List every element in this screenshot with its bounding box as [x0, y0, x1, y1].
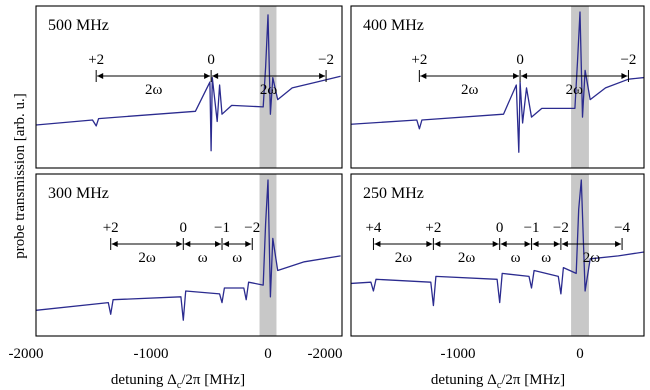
spacing-label: ω	[511, 250, 521, 266]
arrow-head-left	[561, 241, 568, 247]
spacing-label: 2ω	[458, 250, 476, 266]
x-ticks-left: -2000 -1000 0	[9, 346, 272, 362]
arrow-head-left	[374, 241, 381, 247]
panel: 400 MHz +2 0 −2 2ω 2ω	[350, 5, 645, 169]
spacing-label: 2ω	[566, 82, 584, 98]
panel-title: 300 MHz	[48, 185, 109, 202]
y-axis-label: probe transmission [arb. u.]	[12, 93, 28, 258]
arrow-head-left	[521, 73, 528, 79]
arrow-head-right	[215, 241, 222, 247]
arrow-head-right	[176, 241, 183, 247]
arrow-head-right	[513, 73, 520, 79]
spacing-label: 2ω	[145, 82, 163, 98]
arrow-head-left	[532, 241, 539, 247]
panel-frame	[35, 5, 343, 169]
arrow-head-left	[184, 241, 191, 247]
sideband-label: −4	[614, 220, 630, 236]
arrow-head-left	[434, 241, 441, 247]
arrow-head-left	[97, 73, 104, 79]
sideband-label: 0	[516, 52, 524, 68]
arrow-head-right	[245, 241, 252, 247]
x-tick-label: -2000	[9, 346, 44, 362]
arrow-head-right	[524, 241, 531, 247]
spacing-label: 2ω	[260, 82, 278, 98]
x-ticks-right: -2000 -1000 0	[308, 346, 584, 362]
panel-frame	[350, 5, 645, 169]
sideband-label: −2	[244, 220, 260, 236]
arrow-head-right	[615, 241, 622, 247]
panel: 500 MHz +2 0 −2 2ω 2ω	[35, 5, 343, 169]
resonance-band	[571, 6, 589, 168]
arrow-head-right	[553, 241, 560, 247]
x-tick-label: 0	[576, 346, 584, 362]
sideband-label: +4	[365, 220, 381, 236]
x-axis-label-right: detuning Δc/2π [MHz]	[431, 372, 565, 390]
resonance-band	[259, 174, 277, 336]
panel-title: 500 MHz	[48, 17, 109, 34]
arrow-head-right	[319, 73, 326, 79]
sideband-label: +2	[411, 52, 427, 68]
spacing-label: 2ω	[583, 250, 601, 266]
panel-frame	[35, 173, 343, 337]
spacing-label: 2ω	[138, 250, 156, 266]
arrow-head-left	[500, 241, 507, 247]
x-tick-label: -1000	[441, 346, 476, 362]
panels: 500 MHz +2 0 −2 2ω 2ω 400 MHz +2 0 −2 2ω 2ω 300 MHz +…	[35, 5, 645, 337]
arrow-head-right	[621, 73, 628, 79]
spacing-label: ω	[541, 250, 551, 266]
arrow-head-right	[492, 241, 499, 247]
x-axis-label-left: detuning Δc/2π [MHz]	[111, 372, 245, 390]
arrow-head-left	[212, 73, 219, 79]
x-tick-label: 0	[264, 346, 272, 362]
sideband-label: +2	[103, 220, 119, 236]
spacing-label: ω	[198, 250, 208, 266]
sideband-label: −1	[214, 220, 230, 236]
transmission-trace	[36, 179, 341, 321]
sideband-label: 0	[207, 52, 215, 68]
sideband-label: 0	[180, 220, 188, 236]
panel-title: 250 MHz	[363, 185, 424, 202]
sideband-label: +2	[88, 52, 104, 68]
arrow-head-left	[420, 73, 427, 79]
spacing-label: 2ω	[395, 250, 413, 266]
resonance-band	[259, 6, 277, 168]
sideband-label: 0	[496, 220, 504, 236]
x-tick-label: -1000	[134, 346, 169, 362]
sideband-label: −2	[553, 220, 569, 236]
transmission-trace	[36, 14, 341, 152]
panel: 250 MHz +4 +2 0 −1 −2 −4 2ω 2ω ω ω 2ω	[350, 173, 645, 337]
x-tick-label: -2000	[308, 346, 343, 362]
sideband-label: −1	[524, 220, 540, 236]
arrow-head-left	[223, 241, 230, 247]
arrow-head-right	[204, 73, 211, 79]
transmission-trace	[351, 11, 644, 153]
arrow-head-left	[111, 241, 118, 247]
transmission-trace	[351, 179, 644, 307]
sideband-label: +2	[425, 220, 441, 236]
panel: 300 MHz +2 0 −1 −2 2ω ω ω	[35, 173, 343, 337]
spacing-label: 2ω	[461, 82, 479, 98]
resonance-band	[571, 174, 589, 336]
panel-title: 400 MHz	[363, 17, 424, 34]
arrow-head-right	[426, 241, 433, 247]
panel-frame	[350, 173, 645, 337]
spacing-label: ω	[232, 250, 242, 266]
sideband-label: −2	[318, 52, 334, 68]
sideband-label: −2	[620, 52, 636, 68]
